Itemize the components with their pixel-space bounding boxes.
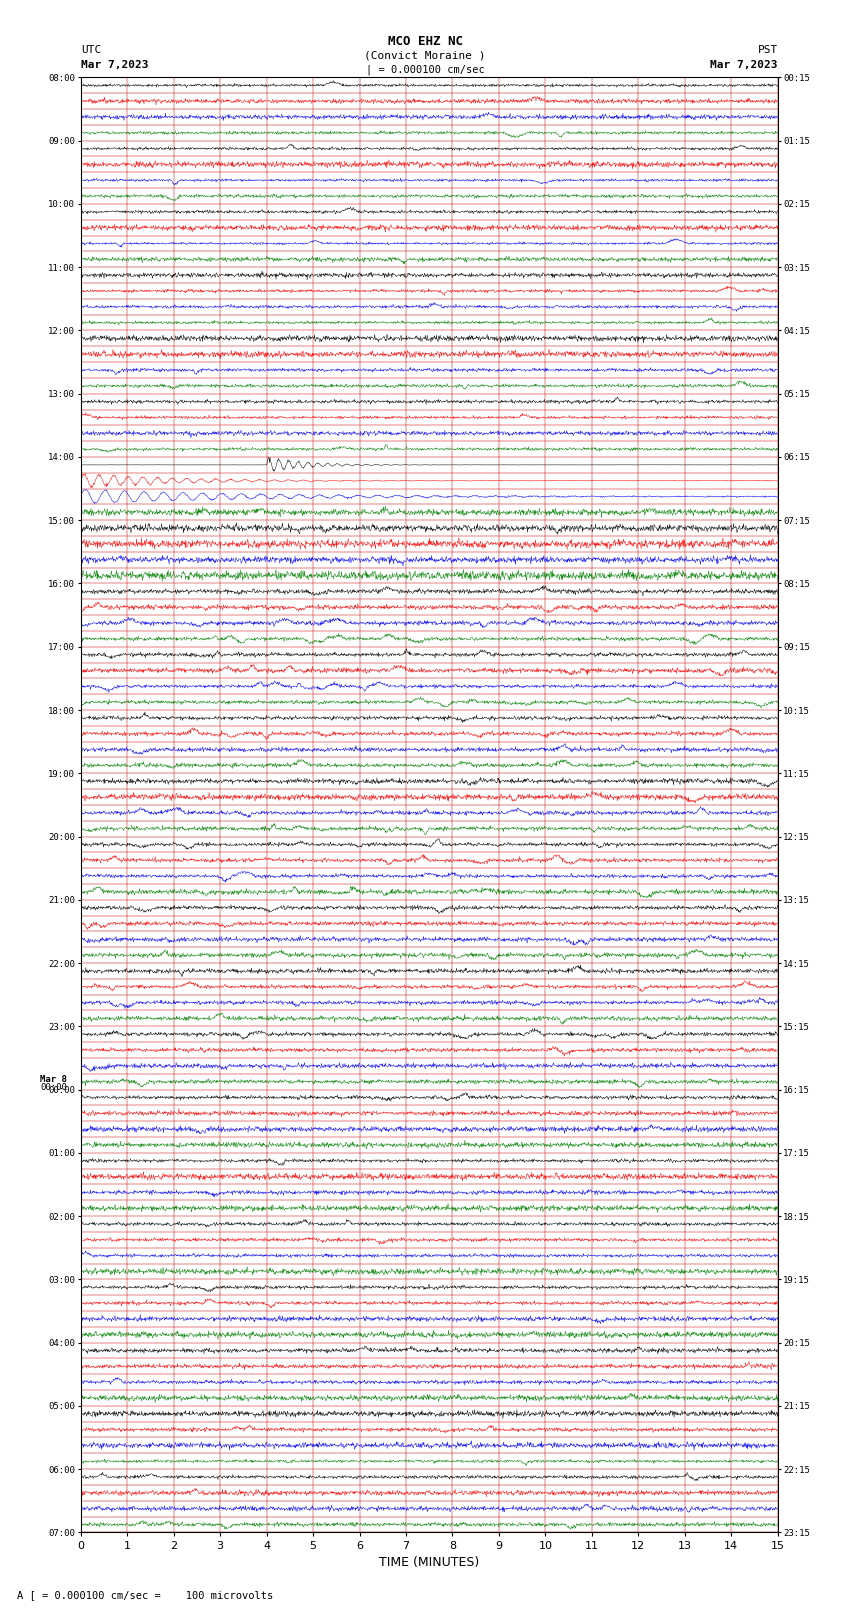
Text: UTC: UTC: [81, 45, 101, 55]
Text: | = 0.000100 cm/sec: | = 0.000100 cm/sec: [366, 65, 484, 76]
Text: Mar 7,2023: Mar 7,2023: [711, 60, 778, 69]
Text: (Convict Moraine ): (Convict Moraine ): [365, 50, 485, 60]
Text: 00:00: 00:00: [40, 1084, 67, 1092]
Text: A [ = 0.000100 cm/sec =    100 microvolts: A [ = 0.000100 cm/sec = 100 microvolts: [17, 1590, 273, 1600]
X-axis label: TIME (MINUTES): TIME (MINUTES): [379, 1555, 479, 1568]
Text: MCO EHZ NC: MCO EHZ NC: [388, 35, 462, 48]
Text: PST: PST: [757, 45, 778, 55]
Text: Mar 8: Mar 8: [40, 1074, 67, 1084]
Text: Mar 7,2023: Mar 7,2023: [81, 60, 148, 69]
